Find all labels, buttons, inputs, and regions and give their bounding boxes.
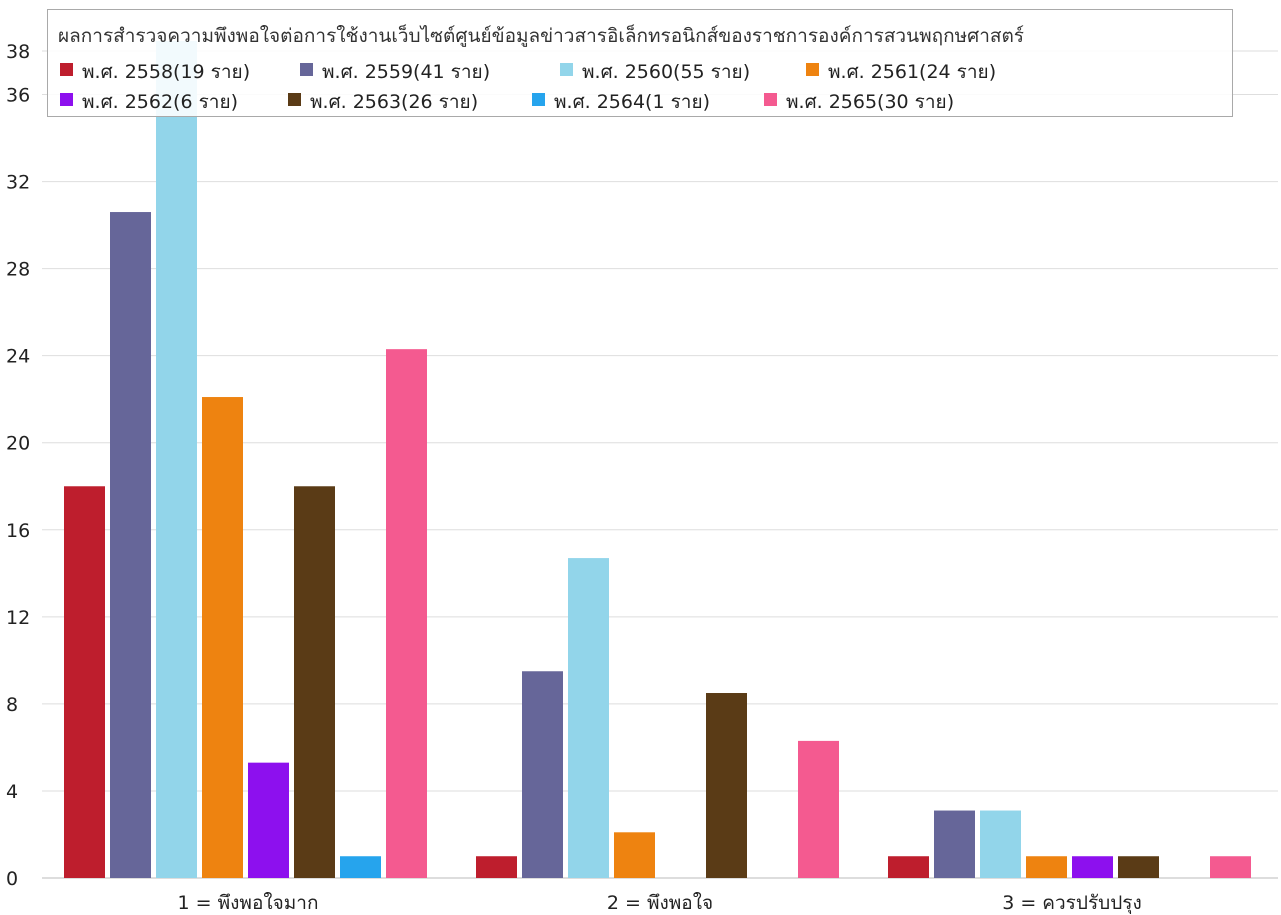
y-tick-label: 28 <box>6 259 30 281</box>
bar <box>386 349 427 878</box>
bar <box>340 856 381 878</box>
y-tick-label: 20 <box>6 433 30 455</box>
legend-label: พ.ศ. 2561(24 ราย) <box>828 61 997 83</box>
y-tick-label: 36 <box>6 85 30 107</box>
y-tick-label: 12 <box>6 607 30 629</box>
legend-swatch <box>806 63 819 76</box>
y-tick-label: 38 <box>6 41 30 63</box>
legend-label: พ.ศ. 2564(1 ราย) <box>554 91 711 113</box>
legend-label: พ.ศ. 2558(19 ราย) <box>82 61 251 83</box>
legend-swatch <box>60 63 73 76</box>
x-tick-label: 1 = พึงพอใจมาก <box>178 892 319 914</box>
x-tick-label: 3 = ควรปรับปรุง <box>1002 892 1142 915</box>
bar <box>1210 856 1251 878</box>
y-tick-label: 0 <box>6 868 18 890</box>
legend-swatch <box>288 93 301 106</box>
legend-label: พ.ศ. 2559(41 ราย) <box>322 61 491 83</box>
legend-swatch <box>764 93 777 106</box>
y-tick-label: 16 <box>6 520 30 542</box>
bar <box>202 397 243 878</box>
bar <box>1072 856 1113 878</box>
chart-title: ผลการสำรวจความพึงพอใจต่อการใช้งานเว็บไซต… <box>58 25 1025 47</box>
legend-label: พ.ศ. 2563(26 ราย) <box>310 91 479 113</box>
bar <box>568 558 609 878</box>
y-tick-label: 8 <box>6 694 18 716</box>
y-tick-label: 24 <box>6 346 30 368</box>
bar <box>248 762 289 878</box>
legend-swatch <box>300 63 313 76</box>
y-tick-label: 32 <box>6 172 30 194</box>
legend-swatch <box>532 93 545 106</box>
x-tick-label: 2 = พึงพอใจ <box>607 892 713 914</box>
legend-label: พ.ศ. 2562(6 ราย) <box>82 91 239 113</box>
y-tick-label: 4 <box>6 781 18 803</box>
bar <box>934 810 975 878</box>
bar <box>156 41 197 878</box>
bar <box>1026 856 1067 878</box>
bar <box>614 832 655 878</box>
legend-swatch <box>560 63 573 76</box>
bar <box>294 486 335 878</box>
legend-swatch <box>60 93 73 106</box>
bars <box>64 41 1251 878</box>
y-axis-ticks: 0 4 8 12 16 20 24 28 32 36 38 <box>6 41 30 890</box>
x-axis-ticks: 1 = พึงพอใจมาก 2 = พึงพอใจ 3 = ควรปรับปรุง <box>178 892 1142 915</box>
bar <box>706 693 747 878</box>
bar <box>888 856 929 878</box>
legend: ผลการสำรวจความพึงพอใจต่อการใช้งานเว็บไซต… <box>47 9 1233 117</box>
bar <box>798 740 839 878</box>
bar <box>110 212 151 878</box>
legend-label: พ.ศ. 2565(30 ราย) <box>786 91 955 113</box>
bar <box>980 810 1021 878</box>
bar <box>522 671 563 878</box>
legend-label: พ.ศ. 2560(55 ราย) <box>582 61 751 83</box>
bar <box>64 486 105 878</box>
bar <box>476 856 517 878</box>
bar <box>1118 856 1159 878</box>
